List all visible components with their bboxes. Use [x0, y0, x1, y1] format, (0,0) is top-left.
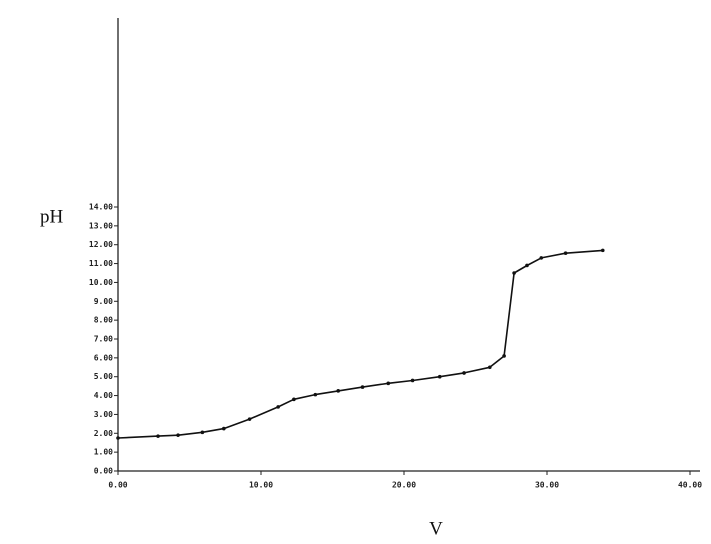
data-point	[525, 263, 529, 268]
data-point	[488, 365, 492, 370]
data-point	[156, 434, 160, 438]
x-tick-label: 30.00	[535, 481, 559, 490]
data-point	[276, 405, 280, 409]
x-tick-label: 0.00	[108, 481, 127, 490]
y-axis-label: pH	[40, 206, 64, 227]
data-point	[600, 248, 605, 253]
data-point	[410, 378, 415, 383]
data-point	[116, 436, 120, 440]
curve	[117, 249, 603, 439]
data-point	[336, 389, 341, 393]
x-tick-label: 40.00	[678, 481, 702, 490]
y-tick-label: 8.00	[94, 316, 113, 325]
data-point	[437, 374, 442, 379]
y-tick-label: 2.00	[94, 429, 113, 438]
x-tick-label: 10.00	[249, 481, 273, 490]
y-tick-label: 13.00	[89, 221, 113, 230]
y-tick-label: 5.00	[94, 372, 113, 381]
y-tick-label: 4.00	[94, 391, 113, 400]
x-axis-label: V	[429, 518, 443, 539]
y-tick-label: 7.00	[94, 335, 113, 344]
data-point	[292, 397, 296, 402]
data-point	[502, 354, 506, 358]
data-point	[512, 271, 516, 275]
y-tick-label: 1.00	[94, 448, 113, 457]
y-tick-label: 11.00	[89, 259, 113, 268]
data-point	[386, 381, 391, 386]
y-tick-label: 12.00	[89, 240, 113, 249]
y-tick-label: 3.00	[94, 410, 113, 419]
y-tick-label: 10.00	[89, 278, 113, 287]
data-point	[222, 426, 226, 431]
y-tick-label: 0.00	[94, 467, 113, 476]
data-point	[360, 385, 365, 389]
data-point	[247, 417, 252, 421]
data-point	[176, 433, 180, 437]
y-tick-label: 6.00	[94, 353, 113, 362]
y-tick-label: 14.00	[89, 203, 113, 212]
x-tick-label: 20.00	[392, 481, 416, 490]
data-point	[462, 371, 466, 375]
data-point	[539, 256, 544, 260]
data-point	[563, 251, 568, 255]
data-point	[200, 430, 205, 435]
data-point	[313, 392, 318, 397]
y-tick-label: 9.00	[94, 297, 113, 306]
